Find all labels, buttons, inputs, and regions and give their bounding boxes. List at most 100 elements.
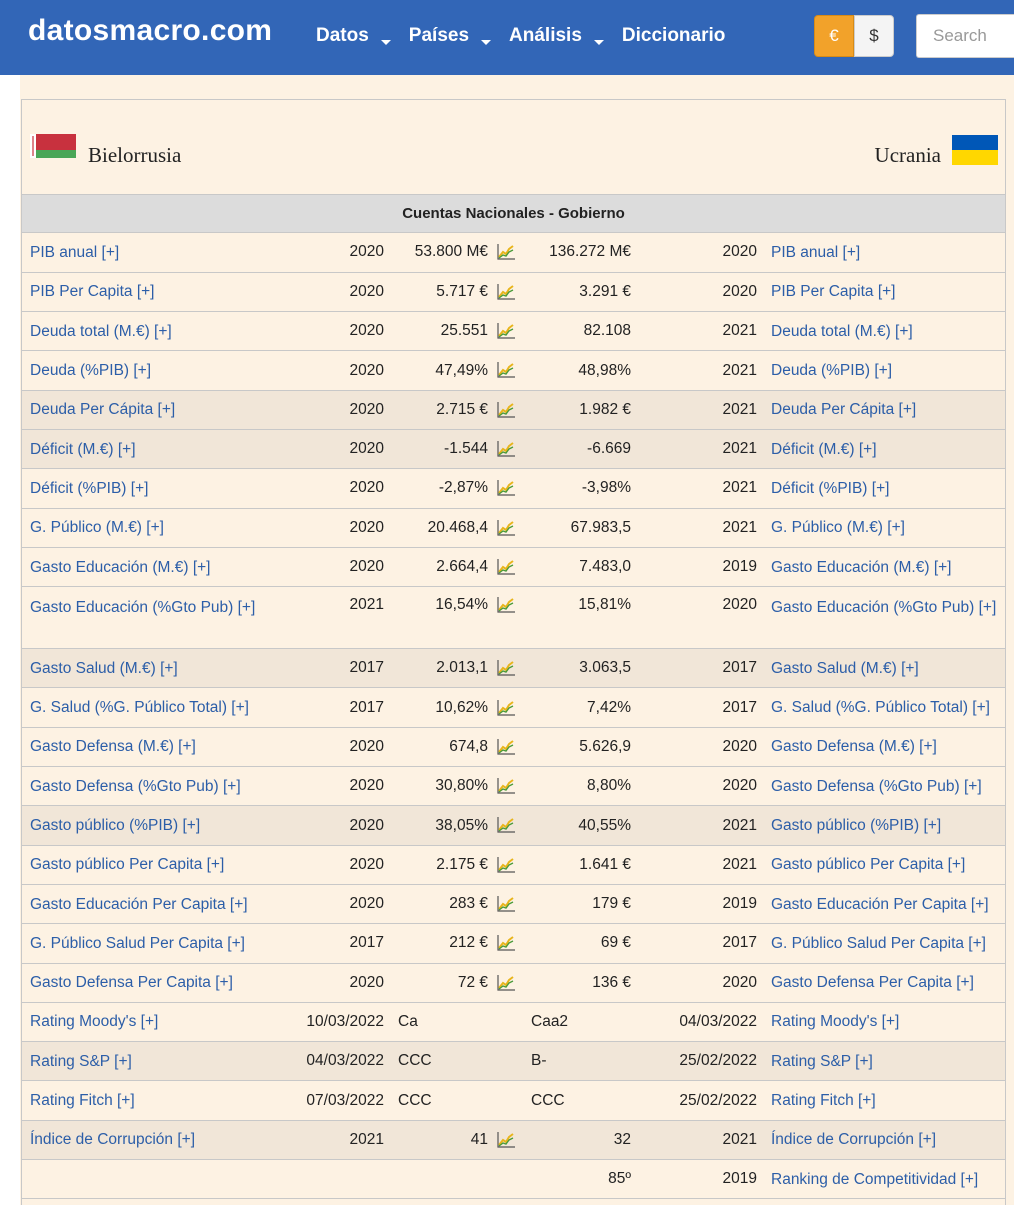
- row-label-left: Gasto Defensa (M.€) [+]: [22, 727, 284, 768]
- indicator-link-left[interactable]: Gasto Educación Per Capita [+]: [30, 895, 248, 913]
- indicator-link-left[interactable]: Gasto Educación (%Gto Pub) [+]: [30, 599, 256, 617]
- indicator-link-right[interactable]: G. Salud (%G. Público Total) [+]: [771, 699, 990, 717]
- row-value-right: 179 €: [523, 884, 631, 925]
- row-value-left: 674,8: [384, 727, 488, 768]
- chart-icon[interactable]: [496, 974, 516, 992]
- indicator-link-right[interactable]: Déficit (M.€) [+]: [771, 440, 877, 458]
- indicator-link-left[interactable]: Gasto público (%PIB) [+]: [30, 817, 201, 834]
- chart-icon[interactable]: [496, 361, 516, 379]
- indicator-link-left[interactable]: Déficit (M.€) [+]: [30, 440, 136, 458]
- row-chart-cell: [488, 272, 523, 313]
- indicator-link-left[interactable]: Rating Fitch [+]: [30, 1092, 135, 1110]
- nav-diccionario[interactable]: Diccionario: [622, 25, 725, 47]
- indicator-link-left[interactable]: Rating Moody's [+]: [30, 1013, 159, 1031]
- row-chart-cell: [488, 805, 523, 846]
- indicator-link-left[interactable]: G. Público (M.€) [+]: [30, 519, 164, 537]
- indicator-link-right[interactable]: G. Público (M.€) [+]: [771, 519, 905, 537]
- belarus-flag-icon: [30, 134, 76, 158]
- indicator-link-right[interactable]: Gasto Salud (M.€) [+]: [771, 659, 919, 677]
- indicator-link-left[interactable]: Rating S&P [+]: [30, 1052, 132, 1070]
- chart-icon[interactable]: [496, 283, 516, 301]
- indicator-link-right[interactable]: Índice de Corrupción [+]: [771, 1131, 936, 1149]
- row-date-right: 2019: [631, 547, 757, 588]
- nav-label: Países: [408, 25, 470, 46]
- indicator-link-right[interactable]: Ranking de Competitividad [+]: [771, 1170, 979, 1188]
- indicator-link-right[interactable]: Gasto Defensa (M.€) [+]: [771, 738, 937, 756]
- chart-icon[interactable]: [496, 816, 516, 834]
- site-logo[interactable]: datosmacro.com: [28, 14, 273, 47]
- indicator-link-left[interactable]: Deuda total (M.€) [+]: [30, 322, 172, 340]
- chart-icon[interactable]: [496, 777, 516, 795]
- indicator-link-right[interactable]: Gasto Educación (M.€) [+]: [771, 558, 952, 576]
- indicator-link-left[interactable]: Déficit (%PIB) [+]: [30, 479, 149, 497]
- nav-datos[interactable]: Datos: [316, 25, 391, 47]
- indicator-link-right[interactable]: PIB anual [+]: [771, 243, 861, 261]
- right-country-name[interactable]: Ucrania: [874, 143, 941, 167]
- row-value-right: 85º: [523, 1159, 631, 1200]
- indicator-link-right[interactable]: Gasto Defensa (%Gto Pub) [+]: [771, 777, 982, 795]
- row-value-right: CCC: [523, 1080, 631, 1121]
- indicator-link-left[interactable]: PIB anual [+]: [30, 243, 120, 261]
- chart-icon[interactable]: [496, 440, 516, 458]
- indicator-link-left[interactable]: Gasto público Per Capita [+]: [30, 856, 225, 874]
- chart-icon[interactable]: [496, 243, 516, 261]
- chart-icon[interactable]: [496, 519, 516, 537]
- row-date-left: 04/03/2022: [284, 1041, 384, 1082]
- row-label-left: Gasto Defensa (%Gto Pub) [+]: [22, 766, 284, 807]
- currency-eur-button[interactable]: €: [814, 15, 854, 57]
- indicator-link-left[interactable]: G. Público Salud Per Capita [+]: [30, 934, 245, 952]
- chart-icon[interactable]: [496, 558, 516, 576]
- indicator-link-right[interactable]: Gasto Educación (%Gto Pub) [+]: [771, 599, 997, 617]
- indicator-link-left[interactable]: Deuda (%PIB) [+]: [30, 362, 152, 380]
- indicator-link-left[interactable]: Gasto Defensa (M.€) [+]: [30, 738, 196, 756]
- row-date-right: 2020: [631, 586, 757, 650]
- indicator-link-right[interactable]: Déficit (%PIB) [+]: [771, 479, 890, 497]
- chart-icon[interactable]: [496, 699, 516, 717]
- currency-usd-button[interactable]: $: [854, 15, 894, 57]
- chart-icon[interactable]: [496, 401, 516, 419]
- indicator-link-right[interactable]: Gasto público Per Capita [+]: [771, 856, 966, 874]
- indicator-link-right[interactable]: Deuda (%PIB) [+]: [771, 362, 893, 380]
- indicator-link-right[interactable]: G. Público Salud Per Capita [+]: [771, 934, 986, 952]
- indicator-link-left[interactable]: Gasto Salud (M.€) [+]: [30, 659, 178, 677]
- chart-icon[interactable]: [496, 856, 516, 874]
- nav-paises[interactable]: Países: [408, 25, 492, 47]
- chart-icon[interactable]: [496, 738, 516, 756]
- indicator-link-right[interactable]: Rating S&P [+]: [771, 1052, 873, 1070]
- row-label-left: Gasto público Per Capita [+]: [22, 845, 284, 885]
- indicator-link-left[interactable]: Deuda Per Cápita [+]: [30, 401, 176, 419]
- chart-icon[interactable]: [496, 934, 516, 952]
- table-row: Rating Fitch [+] 07/03/2022 CCC CCC 25/02/20…: [22, 1080, 1005, 1121]
- row-value-left: 41: [384, 1120, 488, 1161]
- indicator-link-left[interactable]: Gasto Defensa Per Capita [+]: [30, 974, 233, 992]
- indicator-link-left[interactable]: PIB Per Capita [+]: [30, 283, 155, 301]
- indicator-link-right[interactable]: PIB Per Capita [+]: [771, 283, 896, 301]
- nav-analisis[interactable]: Análisis: [509, 25, 604, 47]
- row-date-left: [284, 1159, 384, 1200]
- row-label-left: Deuda Per Cápita [+]: [22, 390, 284, 430]
- table-row: Gasto público (%PIB) [+] 2020 38,05% 40,55%…: [22, 805, 1005, 846]
- indicator-link-right[interactable]: Gasto Educación Per Capita [+]: [771, 895, 989, 913]
- table-row: PIB Per Capita [+] 2020 5.717 €3.291 €2020…: [22, 272, 1005, 313]
- row-date-left: 2020: [284, 272, 384, 313]
- row-value-left: -1.544: [384, 429, 488, 470]
- chart-icon[interactable]: [496, 479, 516, 497]
- chart-icon[interactable]: [496, 596, 516, 614]
- left-country-name[interactable]: Bielorrusia: [88, 143, 182, 167]
- indicator-link-right[interactable]: Gasto Defensa Per Capita [+]: [771, 974, 974, 992]
- chart-icon[interactable]: [496, 322, 516, 340]
- indicator-link-left[interactable]: Gasto Educación (M.€) [+]: [30, 558, 211, 576]
- indicator-link-left[interactable]: Índice de Corrupción [+]: [30, 1131, 195, 1149]
- indicator-link-right[interactable]: Rating Moody's [+]: [771, 1013, 900, 1031]
- indicator-link-right[interactable]: Rating Fitch [+]: [771, 1092, 876, 1110]
- indicator-link-left[interactable]: G. Salud (%G. Público Total) [+]: [30, 699, 249, 717]
- indicator-link-right[interactable]: Deuda Per Cápita [+]: [771, 401, 917, 419]
- indicator-link-right[interactable]: Gasto público (%PIB) [+]: [771, 817, 942, 834]
- search-input[interactable]: [916, 14, 1014, 58]
- chart-icon[interactable]: [496, 659, 516, 677]
- indicator-link-left[interactable]: Gasto Defensa (%Gto Pub) [+]: [30, 777, 241, 795]
- row-date-right: 2021: [631, 508, 757, 548]
- chart-icon[interactable]: [496, 1131, 516, 1149]
- indicator-link-right[interactable]: Deuda total (M.€) [+]: [771, 322, 913, 340]
- chart-icon[interactable]: [496, 895, 516, 913]
